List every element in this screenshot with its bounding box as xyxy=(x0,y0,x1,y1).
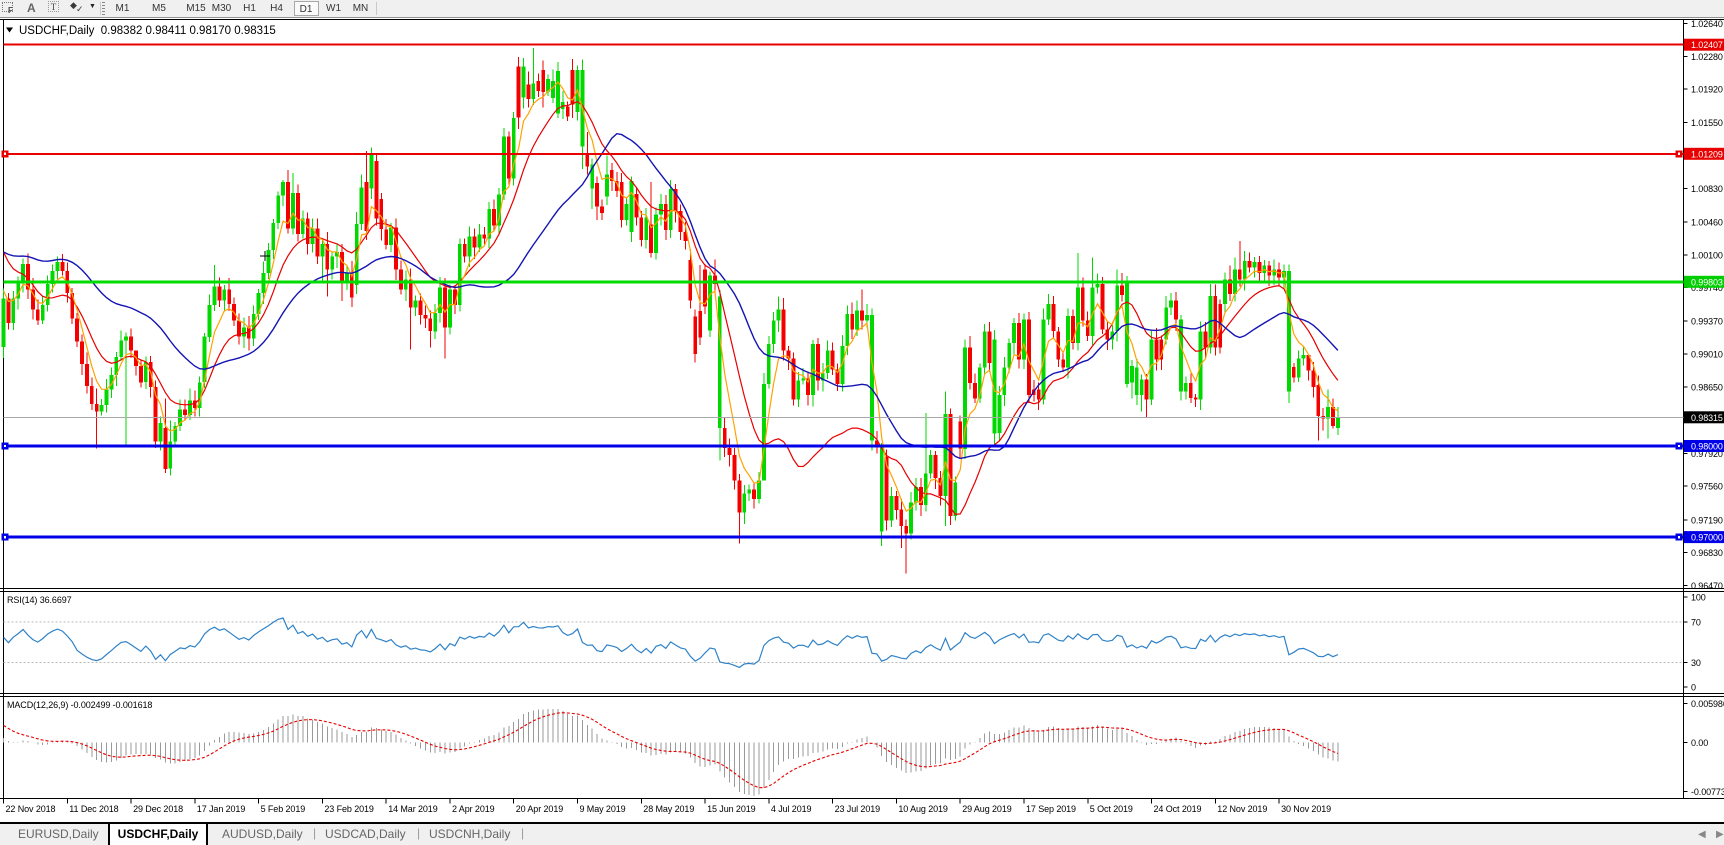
svg-text:2 Apr 2019: 2 Apr 2019 xyxy=(452,804,495,814)
svg-text:1.00460: 1.00460 xyxy=(1691,218,1723,228)
svg-text:1.00100: 1.00100 xyxy=(1691,250,1723,260)
svg-text:23 Jul 2019: 23 Jul 2019 xyxy=(835,804,881,814)
svg-text:70: 70 xyxy=(1691,618,1701,628)
svg-text:0.99370: 0.99370 xyxy=(1691,317,1723,327)
svg-text:0.99010: 0.99010 xyxy=(1691,350,1723,360)
svg-text:4 Jul 2019: 4 Jul 2019 xyxy=(771,804,812,814)
svg-text:MACD(12,26,9) -0.002499 -0.001: MACD(12,26,9) -0.002499 -0.001618 xyxy=(7,700,152,710)
svg-text:-0.00773: -0.00773 xyxy=(1691,787,1724,797)
svg-text:29 Dec 2018: 29 Dec 2018 xyxy=(133,804,183,814)
svg-text:0.97190: 0.97190 xyxy=(1691,515,1723,525)
svg-text:17 Sep 2019: 17 Sep 2019 xyxy=(1026,804,1076,814)
svg-text:0: 0 xyxy=(1691,683,1696,693)
svg-text:12 Nov 2019: 12 Nov 2019 xyxy=(1217,804,1267,814)
svg-text:0.98315: 0.98315 xyxy=(1691,413,1723,423)
svg-text:1.01920: 1.01920 xyxy=(1691,85,1723,95)
svg-text:28 May 2019: 28 May 2019 xyxy=(643,804,694,814)
svg-text:9 May 2019: 9 May 2019 xyxy=(580,804,626,814)
svg-text:24 Oct 2019: 24 Oct 2019 xyxy=(1154,804,1202,814)
svg-text:5 Oct 2019: 5 Oct 2019 xyxy=(1090,804,1133,814)
svg-text:1.02640: 1.02640 xyxy=(1691,19,1723,29)
svg-text:23 Feb 2019: 23 Feb 2019 xyxy=(324,804,374,814)
svg-text:22 Nov 2018: 22 Nov 2018 xyxy=(6,804,56,814)
svg-text:0.99803: 0.99803 xyxy=(1691,277,1723,287)
svg-text:100: 100 xyxy=(1691,593,1706,603)
svg-text:1.01209: 1.01209 xyxy=(1691,149,1723,159)
svg-text:0.97000: 0.97000 xyxy=(1691,533,1723,543)
svg-text:1.02407: 1.02407 xyxy=(1691,40,1723,50)
svg-text:0.96470: 0.96470 xyxy=(1691,581,1723,591)
svg-text:0.98650: 0.98650 xyxy=(1691,382,1723,392)
svg-text:USDCHF,Daily 0.98382 0.98411: USDCHF,Daily 0.98382 0.98411 0.98170 0.9… xyxy=(19,25,276,37)
svg-text:1.02280: 1.02280 xyxy=(1691,52,1723,62)
svg-text:17 Jan 2019: 17 Jan 2019 xyxy=(197,804,246,814)
svg-text:0.005986: 0.005986 xyxy=(1691,699,1724,709)
svg-text:14 Mar 2019: 14 Mar 2019 xyxy=(388,804,438,814)
svg-text:0.97560: 0.97560 xyxy=(1691,482,1723,492)
svg-text:0.98000: 0.98000 xyxy=(1691,442,1723,452)
svg-text:1.00830: 1.00830 xyxy=(1691,184,1723,194)
svg-text:0.00: 0.00 xyxy=(1691,738,1708,748)
svg-text:0.96830: 0.96830 xyxy=(1691,548,1723,558)
svg-text:15 Jun 2019: 15 Jun 2019 xyxy=(707,804,756,814)
svg-text:1.01550: 1.01550 xyxy=(1691,118,1723,128)
svg-text:RSI(14) 36.6697: RSI(14) 36.6697 xyxy=(7,595,72,605)
svg-text:5 Feb 2019: 5 Feb 2019 xyxy=(261,804,306,814)
svg-text:29 Aug 2019: 29 Aug 2019 xyxy=(962,804,1012,814)
svg-text:0.99740: 0.99740 xyxy=(1691,283,1723,293)
svg-text:20 Apr 2019: 20 Apr 2019 xyxy=(516,804,564,814)
svg-text:11 Dec 2018: 11 Dec 2018 xyxy=(69,804,118,814)
svg-text:0.97920: 0.97920 xyxy=(1691,449,1723,459)
svg-text:10 Aug 2019: 10 Aug 2019 xyxy=(898,804,948,814)
svg-text:30: 30 xyxy=(1691,658,1701,668)
svg-text:30 Nov 2019: 30 Nov 2019 xyxy=(1281,804,1331,814)
